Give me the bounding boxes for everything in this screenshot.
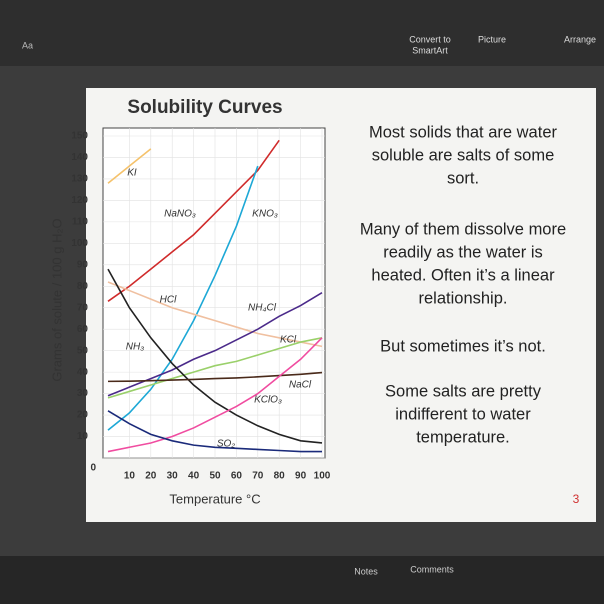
y-tick-label: 30 xyxy=(77,388,89,399)
status-bar xyxy=(0,556,604,604)
x-tick-label: 20 xyxy=(145,471,157,482)
series-line xyxy=(107,337,323,399)
y-tick-label: 80 xyxy=(77,281,89,292)
slide-text: relationship. xyxy=(419,289,508,307)
y-tick-label: 130 xyxy=(71,174,88,185)
convert-button[interactable]: Convert to xyxy=(409,34,451,44)
series-label: KI xyxy=(127,168,137,179)
y-tick-label: 90 xyxy=(77,259,89,270)
series-line xyxy=(107,268,323,444)
y-tick-label: 0 xyxy=(90,463,96,474)
series-line xyxy=(107,165,259,431)
y-tick-label: 20 xyxy=(77,410,89,421)
x-tick-label: 10 xyxy=(124,471,136,482)
series-label: NaCl xyxy=(289,380,312,391)
y-axis-label: Grams of solute / 100 g H₂O xyxy=(49,218,64,381)
ribbon xyxy=(0,0,604,66)
x-tick-label: 80 xyxy=(274,471,286,482)
series-line xyxy=(107,410,322,453)
convert-button[interactable]: SmartArt xyxy=(412,45,448,55)
series-label: KClO₃ xyxy=(254,395,282,406)
font-size-button[interactable]: Aa xyxy=(22,40,33,50)
series-label: NH₃ xyxy=(126,342,144,353)
plot-lines xyxy=(107,139,323,453)
slide-text: But sometimes it’s not. xyxy=(380,337,546,355)
series-line xyxy=(107,281,323,348)
y-tick-label: 150 xyxy=(71,131,88,142)
y-tick-label: 110 xyxy=(72,217,89,228)
y-tick-label: 120 xyxy=(71,195,88,206)
series-label: SO₂ xyxy=(217,439,235,450)
series-line xyxy=(107,371,323,383)
series-line xyxy=(107,139,280,302)
x-tick-label: 90 xyxy=(295,471,307,482)
slide-text: heated. Often it’s a linear xyxy=(371,266,555,284)
x-axis-label: Temperature °C xyxy=(169,491,260,506)
slide-text: readily as the water is xyxy=(383,243,543,261)
notes-button[interactable]: Notes xyxy=(354,566,378,576)
y-tick-label: 10 xyxy=(77,431,89,442)
series-label: HCl xyxy=(160,295,177,306)
y-tick-label: 70 xyxy=(77,302,89,313)
series-label: KCl xyxy=(280,335,297,346)
series-line xyxy=(107,148,152,184)
x-tick-label: 30 xyxy=(167,471,179,482)
series-label: NaNO₃ xyxy=(164,209,196,220)
y-tick-label: 40 xyxy=(77,367,89,378)
picture-button[interactable]: Picture xyxy=(478,34,506,44)
y-tick-label: 100 xyxy=(71,238,88,249)
plot-area xyxy=(102,127,326,459)
x-tick-label: 50 xyxy=(209,471,221,482)
slide-text: temperature. xyxy=(416,428,510,446)
chart-title: Solubility Curves xyxy=(127,97,282,118)
slide-text: Most solids that are water xyxy=(369,123,557,141)
slide-text: Many of them dissolve more xyxy=(360,220,566,238)
x-tick-label: 60 xyxy=(231,471,243,482)
series-label: NH₄Cl xyxy=(248,303,277,314)
slide-text: soluble are salts of some xyxy=(372,146,555,164)
y-tick-label: 50 xyxy=(77,345,89,356)
slide-text: indifferent to water xyxy=(395,405,531,423)
slide-text: sort. xyxy=(447,169,479,187)
y-tick-label: 60 xyxy=(77,324,89,335)
x-tick-label: 70 xyxy=(252,471,264,482)
series-line xyxy=(107,337,323,453)
slide-number: 3 xyxy=(573,492,580,506)
series-label: KNO₃ xyxy=(252,209,278,220)
x-tick-label: 40 xyxy=(188,471,200,482)
comments-button[interactable]: Comments xyxy=(410,564,454,574)
x-tick-label: 100 xyxy=(314,471,331,482)
y-tick-label: 140 xyxy=(71,152,88,163)
arrange-button[interactable]: Arrange xyxy=(564,34,596,44)
slide-text: Some salts are pretty xyxy=(385,382,542,400)
